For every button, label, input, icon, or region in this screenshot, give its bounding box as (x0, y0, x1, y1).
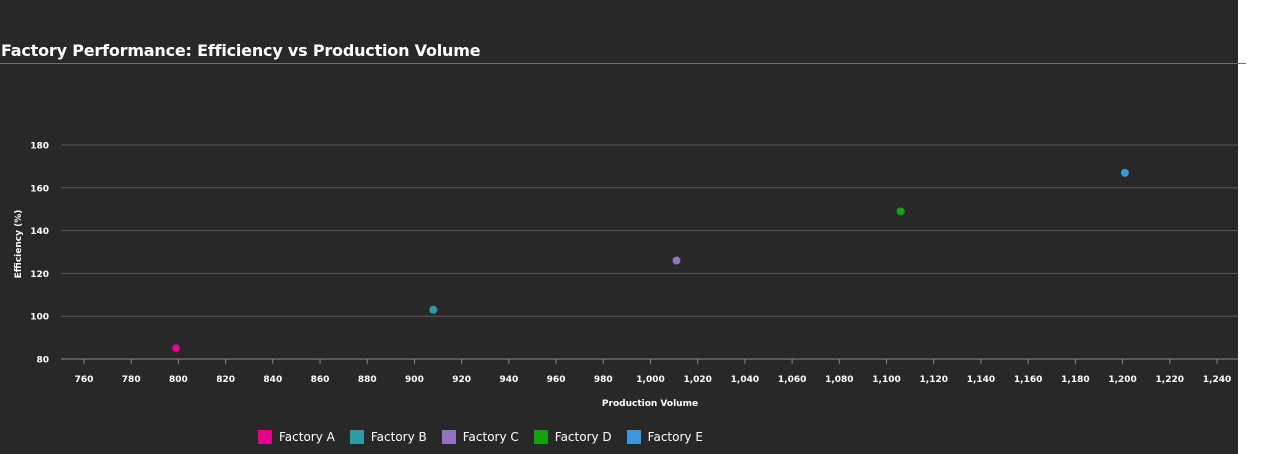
x-tick-label: 840 (263, 375, 282, 385)
y-axis-title: Efficiency (%) (14, 210, 24, 279)
x-tick-label: 1,240 (1203, 375, 1231, 385)
legend-item[interactable]: Factory D (533, 430, 612, 444)
data-points (172, 168, 1129, 353)
gridlines (61, 144, 1238, 360)
chart-title: Factory Performance: Efficiency vs Produ… (1, 41, 481, 60)
legend-label: Factory A (279, 430, 335, 444)
x-tick-label: 1,180 (1061, 375, 1089, 385)
y-tick-label: 100 (30, 313, 49, 323)
x-axis-title: Production Volume (602, 399, 698, 409)
x-tick-label: 960 (547, 375, 566, 385)
x-tick-label: 880 (358, 375, 377, 385)
legend-item[interactable]: Factory A (258, 430, 335, 444)
y-axis: 80 100 120 140 160 180 (30, 142, 49, 366)
y-tick-label: 140 (30, 227, 49, 237)
legend-label: Factory B (370, 430, 427, 444)
x-tick-label: 1,040 (731, 375, 759, 385)
x-tick-label: 820 (216, 375, 235, 385)
x-tick-label: 1,120 (920, 375, 948, 385)
legend-item[interactable]: Factory B (349, 430, 427, 444)
x-tick-label: 980 (594, 375, 613, 385)
legend-swatch (349, 430, 364, 444)
y-tick-label: 80 (36, 356, 49, 366)
x-tick-label: 760 (75, 375, 94, 385)
data-point (896, 207, 905, 216)
x-tick-label: 1,020 (683, 375, 711, 385)
chart-panel: Factory Performance: Efficiency vs Produ… (0, 0, 1246, 454)
data-point (672, 256, 681, 265)
x-tick-label: 900 (405, 375, 424, 385)
x-tick-label: 1,160 (1014, 375, 1042, 385)
legend-swatch (533, 430, 548, 444)
legend: Factory A Factory B Factory C Factory D Fact… (258, 430, 703, 444)
scatter-plot: 760 780 800 820 840 860 880 900 920 940 960 980 1,00… (14, 142, 1238, 409)
legend-swatch (441, 430, 456, 444)
x-tick-label: 1,220 (1156, 375, 1184, 385)
legend-swatch (258, 430, 272, 444)
data-point (1120, 168, 1129, 177)
legend-label: Factory D (554, 430, 612, 444)
y-tick-label: 160 (30, 184, 49, 194)
x-tick-label: 920 (452, 375, 471, 385)
x-tick-label: 1,200 (1108, 375, 1136, 385)
legend-label: Factory E (647, 430, 703, 444)
y-tick-label: 180 (30, 142, 49, 152)
x-tick-label: 780 (122, 375, 141, 385)
legend-item[interactable]: Factory C (441, 430, 519, 444)
legend-item[interactable]: Factory E (626, 430, 703, 444)
legend-swatch (626, 430, 641, 444)
y-tick-label: 120 (30, 270, 49, 280)
legend-label: Factory C (462, 430, 519, 444)
x-tick-label: 800 (169, 375, 188, 385)
x-tick-label: 940 (499, 375, 518, 385)
x-tick-label: 1,000 (636, 375, 664, 385)
x-tick-label: 1,100 (872, 375, 900, 385)
data-point (429, 305, 438, 314)
x-tick-label: 1,080 (825, 375, 853, 385)
x-tick-label: 1,060 (778, 375, 806, 385)
x-tick-label: 860 (311, 375, 330, 385)
x-axis: 760 780 800 820 840 860 880 900 920 940 960 980 1,00… (61, 358, 1238, 385)
title-divider (0, 63, 1246, 64)
data-point (172, 344, 181, 353)
x-tick-label: 1,140 (967, 375, 995, 385)
